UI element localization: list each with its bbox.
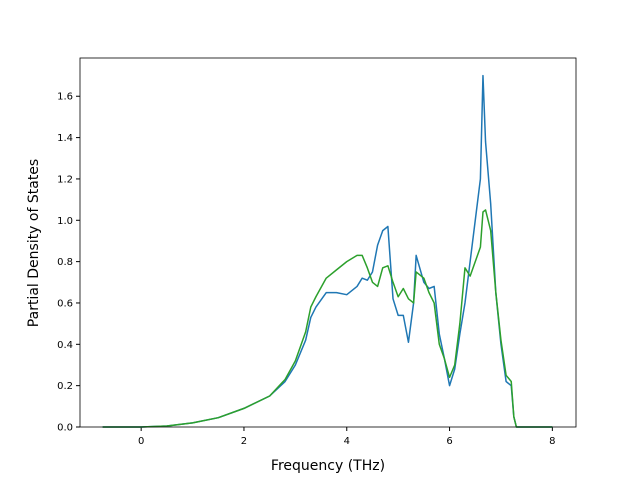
y-tick-label: 1.4 bbox=[57, 133, 73, 144]
y-tick-label: 1.2 bbox=[57, 174, 73, 185]
y-tick-label: 0.8 bbox=[57, 257, 73, 268]
y-tick-label: 0.2 bbox=[57, 381, 73, 392]
x-tick-label: 8 bbox=[549, 436, 555, 447]
x-tick-label: 4 bbox=[344, 436, 350, 447]
y-tick-label: 1.0 bbox=[57, 216, 73, 227]
data-line bbox=[102, 209, 553, 428]
data-line bbox=[102, 74, 553, 428]
y-tick-label: 1.6 bbox=[57, 92, 73, 103]
x-tick-label: 6 bbox=[446, 436, 452, 447]
y-tick-label: 0.4 bbox=[57, 340, 73, 351]
x-axis-label: Frequency (THz) bbox=[271, 458, 385, 474]
y-tick-label: 0.0 bbox=[57, 423, 73, 434]
y-axis-label: Partial Density of States bbox=[26, 159, 42, 327]
plot-frame bbox=[79, 57, 577, 428]
x-tick-label: 2 bbox=[241, 436, 247, 447]
y-tick-label: 0.6 bbox=[57, 298, 73, 309]
x-tick-label: 0 bbox=[138, 436, 144, 447]
